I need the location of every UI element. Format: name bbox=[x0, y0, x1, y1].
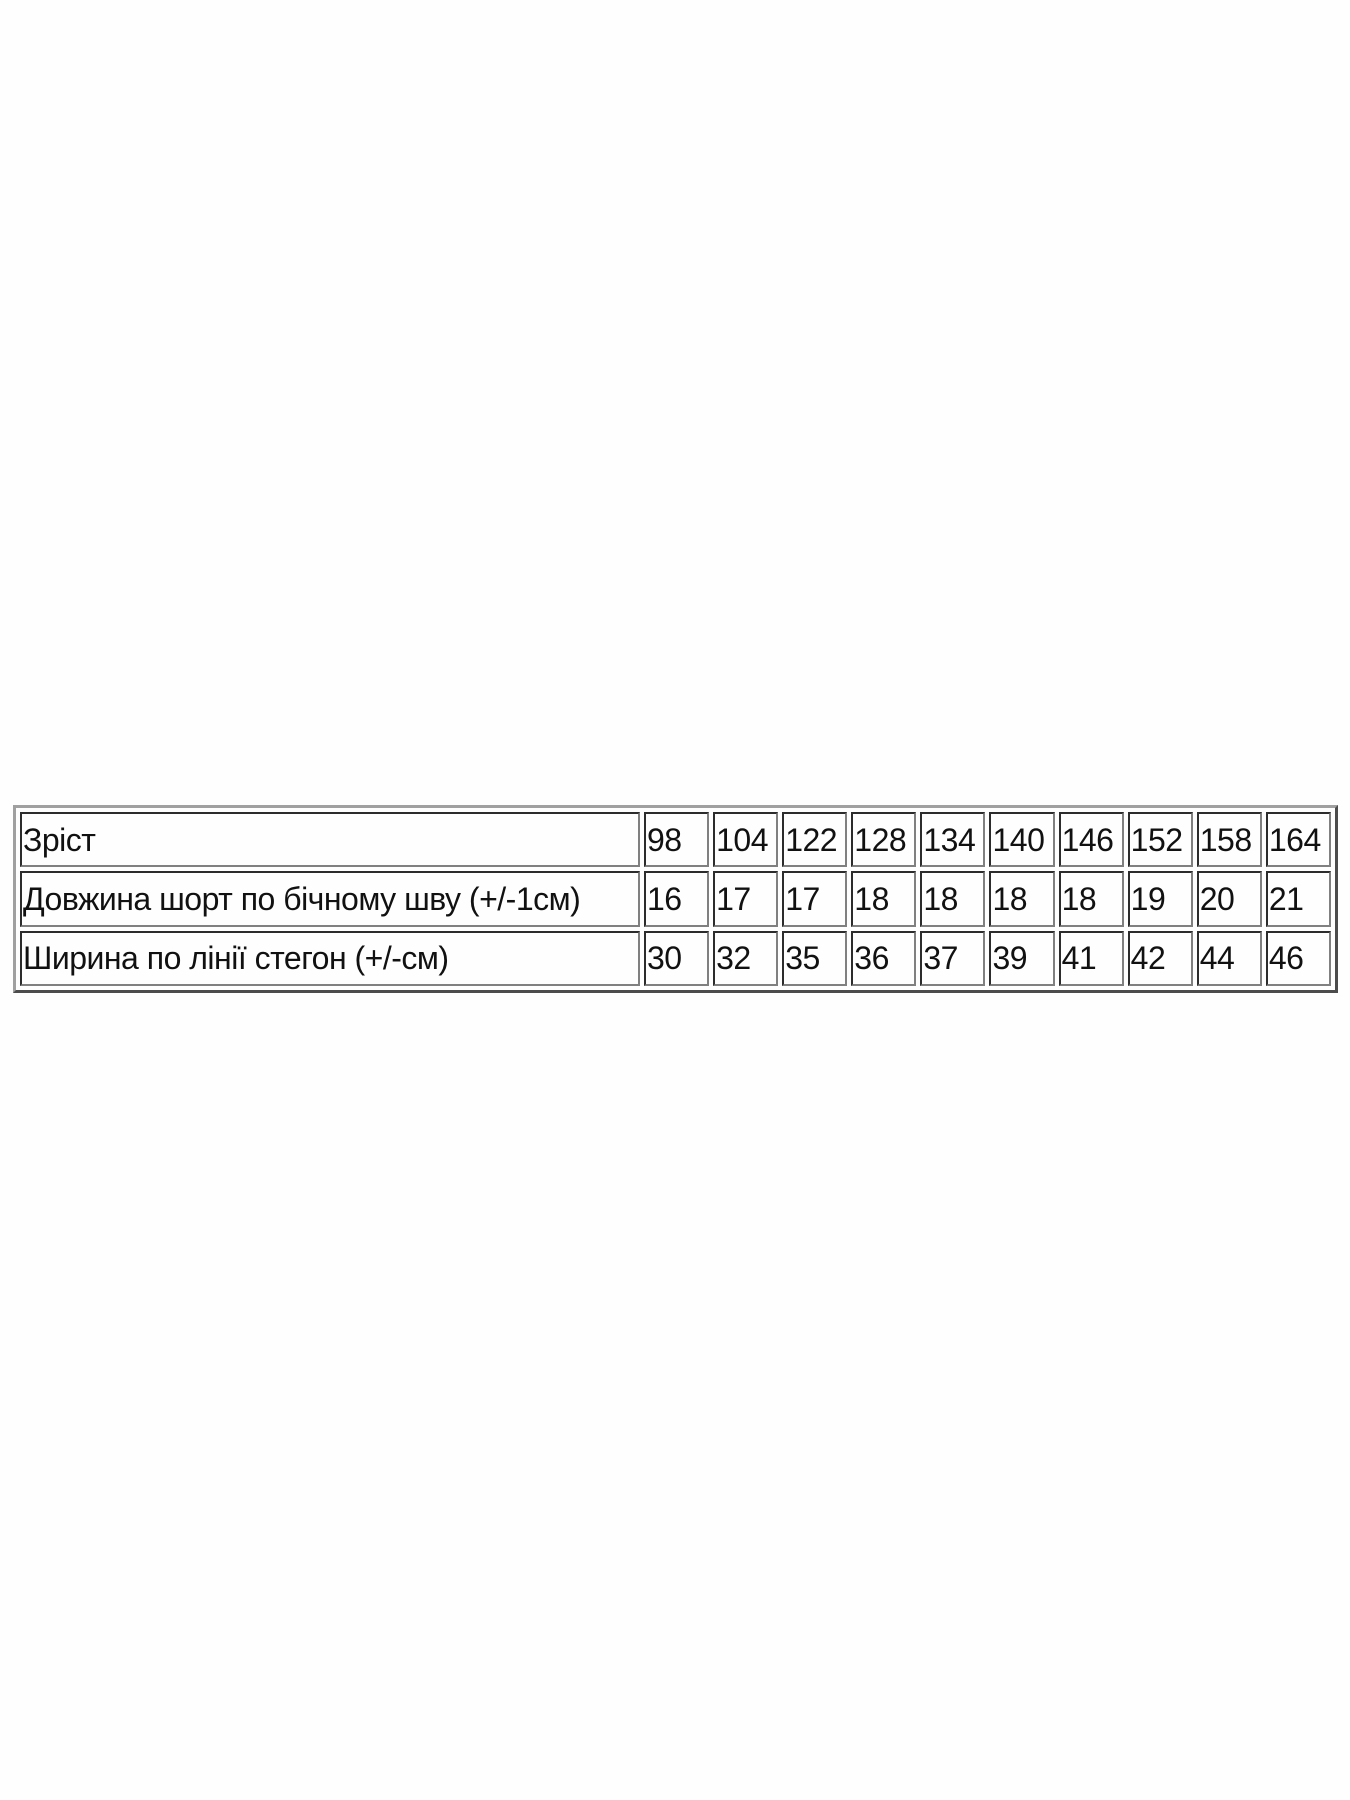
table-cell: 18 bbox=[989, 871, 1055, 927]
table-cell: 44 bbox=[1196, 930, 1262, 986]
table-cell: 98 bbox=[644, 812, 710, 868]
row-label: Зріст bbox=[20, 812, 640, 868]
table-cell: 19 bbox=[1127, 871, 1193, 927]
table-cell: 164 bbox=[1265, 812, 1331, 868]
table-cell: 35 bbox=[782, 930, 848, 986]
table-cell: 18 bbox=[920, 871, 986, 927]
size-chart-table: Зріст 98 104 122 128 134 140 146 152 158 164 Довжин… bbox=[13, 805, 1338, 993]
table-cell: 20 bbox=[1196, 871, 1262, 927]
table-cell: 134 bbox=[920, 812, 986, 868]
table-cell: 17 bbox=[782, 871, 848, 927]
table-cell: 46 bbox=[1265, 930, 1331, 986]
table-cell: 30 bbox=[644, 930, 710, 986]
table-cell: 18 bbox=[851, 871, 917, 927]
table-cell: 122 bbox=[782, 812, 848, 868]
table-cell: 16 bbox=[644, 871, 710, 927]
table-cell: 18 bbox=[1058, 871, 1124, 927]
table-cell: 140 bbox=[989, 812, 1055, 868]
table-row: Зріст 98 104 122 128 134 140 146 152 158 164 bbox=[20, 812, 1331, 868]
row-label: Ширина по лінії стегон (+/-см) bbox=[20, 930, 640, 986]
table-cell: 17 bbox=[713, 871, 779, 927]
table-cell: 36 bbox=[851, 930, 917, 986]
table-cell: 37 bbox=[920, 930, 986, 986]
table-cell: 41 bbox=[1058, 930, 1124, 986]
table-cell: 32 bbox=[713, 930, 779, 986]
table-cell: 158 bbox=[1196, 812, 1262, 868]
table-cell: 21 bbox=[1265, 871, 1331, 927]
row-label: Довжина шорт по бічному шву (+/-1см) bbox=[20, 871, 640, 927]
table-cell: 104 bbox=[713, 812, 779, 868]
table-row: Довжина шорт по бічному шву (+/-1см) 16 17… bbox=[20, 871, 1331, 927]
table-cell: 128 bbox=[851, 812, 917, 868]
table-cell: 39 bbox=[989, 930, 1055, 986]
table-row: Ширина по лінії стегон (+/-см) 30 32 35 36 37… bbox=[20, 930, 1331, 986]
table-cell: 146 bbox=[1058, 812, 1124, 868]
table-cell: 42 bbox=[1127, 930, 1193, 986]
table-cell: 152 bbox=[1127, 812, 1193, 868]
